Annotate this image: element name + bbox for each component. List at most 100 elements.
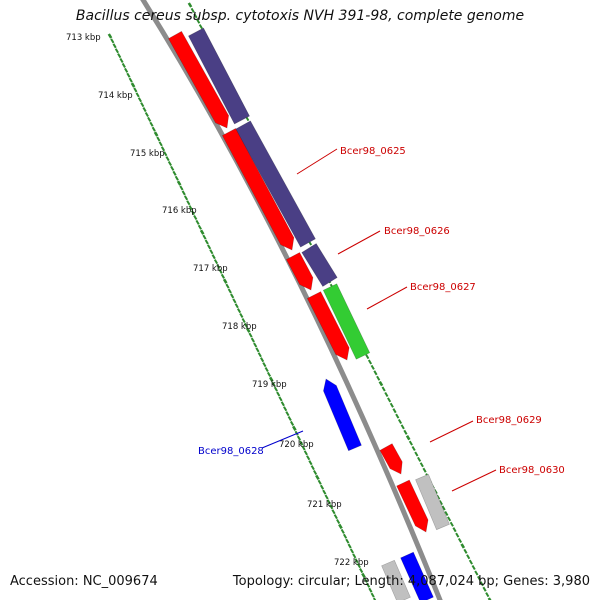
ruler-tick	[165, 156, 170, 162]
gene-label[interactable]: Bcer98_0626	[384, 226, 450, 237]
ruler-tick	[296, 435, 302, 441]
cds-feature[interactable]	[306, 291, 350, 361]
gene-track-segment[interactable]	[235, 120, 316, 248]
cds-feature[interactable]	[379, 443, 403, 475]
gene-track-segment[interactable]	[188, 27, 250, 125]
ruler-tick	[329, 504, 334, 510]
cds-feature[interactable]	[168, 30, 229, 129]
ruler-tick	[140, 102, 145, 108]
ruler-tick	[107, 33, 113, 39]
outer-track-dot	[487, 597, 492, 600]
ruler-tick	[160, 146, 166, 152]
ruler-tick	[220, 273, 225, 279]
ruler-tick	[271, 381, 276, 387]
ruler-tick	[285, 411, 290, 417]
outer-track-dot	[463, 548, 468, 554]
gene-label[interactable]: Bcer98_0625	[340, 146, 406, 157]
ruler-tick	[239, 313, 244, 319]
ruler-tick	[313, 469, 318, 476]
ruler-tick	[331, 509, 336, 515]
gene-label[interactable]: Bcer98_0628	[198, 446, 264, 457]
outer-track-dot	[392, 408, 397, 414]
cds-feature[interactable]	[396, 479, 429, 533]
outer-track-dot	[422, 467, 427, 473]
ruler-tick	[301, 445, 306, 451]
ruler-tick	[336, 519, 341, 525]
gene-feature-highlighted[interactable]	[322, 283, 371, 360]
outer-track-dot	[187, 2, 193, 8]
ruler-tick	[204, 239, 209, 245]
ruler-tick	[250, 337, 255, 343]
ruler-tick-label: 721 kbp	[307, 500, 342, 510]
ruler-tick	[354, 558, 359, 564]
outer-track-dot	[373, 370, 378, 376]
map-title: Bacillus cereus subsp. cytotoxis NVH 391…	[75, 8, 525, 24]
outer-track-dot	[479, 581, 484, 587]
gene-track-segment[interactable]	[301, 243, 338, 287]
gene-label[interactable]: Bcer98_0627	[410, 282, 476, 293]
ruler-tick	[245, 327, 251, 333]
outer-track-dot	[449, 521, 454, 527]
outer-track-dot	[455, 532, 460, 538]
ruler-tick	[117, 53, 122, 59]
gene-label-leader	[261, 430, 304, 449]
ruler-tick	[151, 126, 156, 132]
ruler-tick	[227, 288, 232, 294]
outer-track-dot	[198, 24, 203, 30]
ruler-tick	[287, 416, 292, 422]
cds-feature[interactable]	[221, 128, 295, 251]
other-feature[interactable]	[415, 473, 450, 531]
ruler-tick	[119, 58, 124, 64]
ruler-tick	[273, 386, 278, 392]
ruler-tick	[363, 577, 368, 583]
ruler-tick	[222, 278, 228, 284]
ruler-tick	[317, 479, 322, 485]
ruler-tick	[179, 185, 184, 191]
ruler-tick	[174, 175, 179, 181]
ruler-tick	[232, 298, 237, 304]
ruler-tick	[345, 538, 350, 544]
cds-feature[interactable]	[285, 252, 314, 291]
gene-label[interactable]: Bcer98_0629	[476, 415, 542, 426]
gene-label[interactable]: Bcer98_0630	[499, 465, 565, 476]
ruler-tick	[266, 371, 272, 377]
ruler-tick	[216, 263, 221, 270]
ruler-tick	[124, 67, 129, 73]
ruler-tick	[197, 224, 202, 230]
ruler-tick	[121, 62, 126, 68]
ruler-tick	[359, 568, 364, 574]
ruler-tick	[372, 597, 377, 600]
outer-track-dot	[414, 451, 419, 457]
ruler-tick	[366, 582, 371, 588]
genome-stats: Topology: circular; Length: 4,087,024 bp…	[232, 574, 590, 589]
ruler-tick	[310, 465, 315, 471]
ruler-tick	[236, 308, 242, 314]
backbone-line	[140, 0, 443, 600]
outer-track-dot	[417, 456, 422, 462]
ruler-tick	[241, 317, 246, 323]
ruler-tick	[319, 484, 325, 490]
reverse-gene-feature[interactable]	[323, 378, 362, 452]
gene-label-leader	[296, 148, 338, 175]
ruler-tick	[303, 450, 308, 456]
ruler-tick	[308, 460, 313, 466]
ruler-tick	[199, 229, 205, 235]
outer-track-dot	[408, 440, 413, 446]
ruler-tick	[326, 499, 331, 505]
gene-label-leader	[429, 420, 474, 443]
ruler-tick	[255, 347, 260, 353]
ruler-tick-label: 718 kbp	[222, 322, 257, 332]
ruler-tick	[158, 141, 163, 147]
ruler-tick	[289, 420, 295, 426]
ruler-tick	[260, 357, 265, 363]
reverse-gene-feature[interactable]	[400, 551, 434, 600]
ruler-tick	[133, 87, 138, 93]
other-feature[interactable]	[381, 559, 411, 600]
outer-track-dot	[411, 446, 416, 452]
ruler-tick	[190, 210, 196, 216]
outer-track-dot	[395, 413, 400, 419]
ruler-tick	[209, 249, 214, 255]
outer-track-dot	[403, 429, 408, 435]
ruler-tick-label: 716 kbp	[162, 206, 197, 216]
